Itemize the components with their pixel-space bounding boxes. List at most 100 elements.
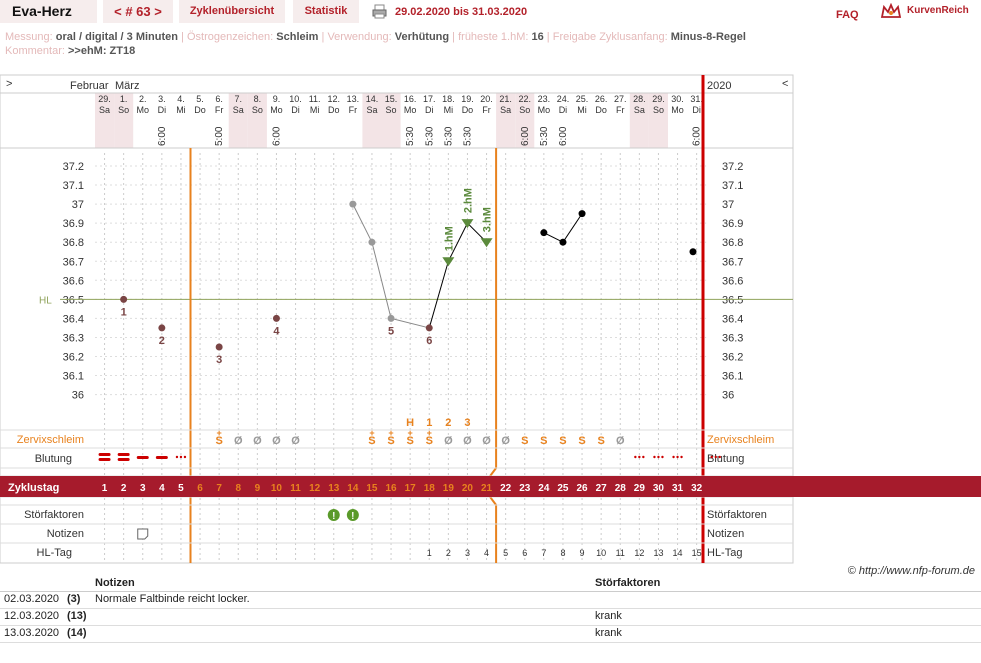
mucus-value: S	[578, 435, 585, 447]
hl-day-number: 4	[484, 548, 489, 558]
weekday-label: Fr	[616, 105, 625, 115]
y-tick-label-right: 36.1	[722, 371, 743, 383]
weekday-label: Sa	[233, 105, 244, 115]
hl-day-number: 7	[541, 548, 546, 558]
cycle-day-number: 8	[235, 483, 241, 494]
bleeding-spot	[676, 455, 679, 459]
cycle-day-number: 6	[197, 483, 203, 494]
tab-statistics[interactable]: Statistik	[293, 0, 359, 23]
temp-point	[368, 238, 376, 246]
copyright-credit[interactable]: © http://www.nfp-forum.de	[847, 565, 975, 577]
disturb-row-label-right: Störfaktoren	[707, 509, 767, 521]
fertile-end-line	[489, 496, 497, 506]
freigabe-value: Minus-8-Regel	[670, 31, 746, 43]
cycle-day-number: 12	[309, 483, 321, 494]
crown-logo-icon[interactable]	[880, 3, 902, 19]
date-label: 9.	[273, 94, 281, 104]
nav-right-arrow: <	[782, 78, 788, 90]
weekday-label: Fr	[349, 105, 358, 115]
cycle-navigation[interactable]: < # 63 >	[103, 0, 173, 23]
fertile-end-line	[489, 467, 497, 477]
y-tick-label: 36.9	[63, 218, 84, 230]
weekday-label: Fr	[482, 105, 491, 115]
bleeding-spot	[672, 455, 675, 459]
disturbance-icon	[346, 509, 359, 521]
weekend-column	[648, 93, 668, 148]
note-cycle-day: (14)	[67, 627, 87, 639]
tab-cycle-overview[interactable]: Zyklenübersicht	[179, 0, 285, 23]
cycle-day-number: 13	[328, 483, 340, 494]
measure-time: 6:00	[157, 126, 168, 146]
y-tick-label-right: 36.3	[722, 332, 743, 344]
temp-curve-segment	[390, 317, 430, 329]
y-tick-label-right: 36.9	[722, 218, 743, 230]
note-date: 13.03.2020	[4, 627, 60, 639]
y-tick-label-right: 36	[722, 390, 734, 402]
y-tick-label: 36.4	[63, 313, 84, 325]
cycle-day-number: 23	[519, 483, 531, 494]
brand-name[interactable]: KurvenReich	[907, 5, 969, 16]
measure-time: 6:00	[692, 126, 703, 146]
disturbance-icon-mark: !	[351, 511, 354, 522]
date-label: 8.	[254, 94, 262, 104]
cycle-day-number: 19	[443, 483, 455, 494]
hl-day-number: 8	[560, 548, 565, 558]
notes-row-label-right: Notizen	[707, 528, 744, 540]
mucus-plus: +	[388, 428, 393, 438]
month-label: Februar	[70, 80, 109, 92]
measure-time: 5:30	[462, 126, 473, 146]
year-label: 2020	[707, 80, 731, 92]
app-name: Eva-Herz	[0, 0, 97, 23]
freigabe-label: Freigabe Zyklusanfang:	[552, 31, 668, 43]
verwendung-value: Verhütung	[394, 31, 450, 43]
weekday-label: Mi	[310, 105, 320, 115]
date-label: 17.	[423, 94, 436, 104]
high-temp-marker	[461, 219, 474, 229]
bleeding-spot	[642, 455, 645, 459]
y-tick-label: 37.2	[63, 161, 84, 173]
mucus-value: S	[559, 435, 566, 447]
weekday-label: So	[386, 105, 397, 115]
mucus-value: S	[540, 435, 547, 447]
hl-day-number: 3	[465, 548, 470, 558]
y-tick-label-right: 36.6	[722, 275, 743, 287]
hl-day-number: 15	[692, 548, 702, 558]
bleeding-spot	[179, 455, 183, 459]
mucus-plus: +	[217, 428, 222, 438]
weekend-column	[381, 93, 401, 148]
weekday-label: Mo	[538, 105, 551, 115]
low-temp-number: 5	[388, 325, 394, 337]
hl-label: HL	[39, 295, 52, 306]
date-label: 14.	[366, 94, 379, 104]
weekend-column	[629, 93, 649, 148]
weekday-label: Di	[158, 105, 167, 115]
date-label: 18.	[442, 94, 455, 104]
note-date: 02.03.2020	[4, 593, 60, 605]
note-stoer: krank	[595, 610, 622, 622]
kommentar-label: Kommentar:	[5, 45, 65, 57]
y-tick-label: 36.7	[63, 256, 84, 268]
mucus-eval-label: 1	[426, 417, 432, 429]
printer-icon[interactable]	[372, 4, 387, 19]
faq-link[interactable]: FAQ	[836, 9, 859, 21]
date-label: 5.	[196, 94, 204, 104]
oestro-value: Schleim	[276, 31, 319, 43]
weekday-label: So	[252, 105, 263, 115]
temp-curve-segment	[371, 242, 392, 319]
weekday-label: Mi	[176, 105, 186, 115]
y-tick-label-right: 36.7	[722, 256, 743, 268]
note-cycle-day: (3)	[67, 593, 81, 605]
bleeding-spot	[183, 455, 187, 459]
date-label: 29.	[98, 94, 111, 104]
bleeding-heavy	[117, 453, 130, 456]
weekend-column	[496, 93, 516, 148]
bleeding-spot	[680, 455, 683, 459]
cycle-day-number: 29	[634, 483, 646, 494]
y-tick-label: 36.6	[63, 275, 84, 287]
fruehe-label: früheste 1.hM:	[458, 31, 529, 43]
mucus-eval-label: 2	[445, 417, 451, 429]
month-label: März	[115, 80, 139, 92]
disturb-row-label: Störfaktoren	[24, 509, 84, 521]
weekend-column	[247, 93, 267, 148]
hl-row-label-right: HL-Tag	[707, 547, 742, 559]
